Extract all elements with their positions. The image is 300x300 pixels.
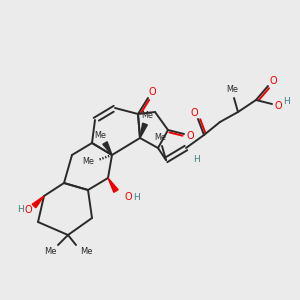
Text: O: O bbox=[124, 192, 132, 202]
Text: O: O bbox=[148, 87, 156, 97]
Text: O: O bbox=[186, 131, 194, 141]
Polygon shape bbox=[108, 178, 118, 192]
Polygon shape bbox=[32, 196, 44, 208]
Text: O: O bbox=[190, 108, 198, 118]
Text: H: H bbox=[133, 193, 140, 202]
Text: O: O bbox=[274, 101, 282, 111]
Text: O: O bbox=[269, 76, 277, 86]
Text: Me: Me bbox=[226, 85, 238, 94]
Polygon shape bbox=[140, 123, 147, 138]
Text: H: H bbox=[16, 206, 23, 214]
Text: Me: Me bbox=[44, 247, 56, 256]
Polygon shape bbox=[103, 142, 112, 155]
Text: H: H bbox=[283, 98, 290, 106]
Text: Me: Me bbox=[154, 134, 166, 142]
Text: Me: Me bbox=[141, 112, 153, 121]
Text: Me: Me bbox=[94, 130, 106, 140]
Text: Me: Me bbox=[82, 158, 94, 166]
Text: H: H bbox=[193, 155, 200, 164]
Text: O: O bbox=[24, 205, 32, 215]
Text: Me: Me bbox=[80, 247, 92, 256]
